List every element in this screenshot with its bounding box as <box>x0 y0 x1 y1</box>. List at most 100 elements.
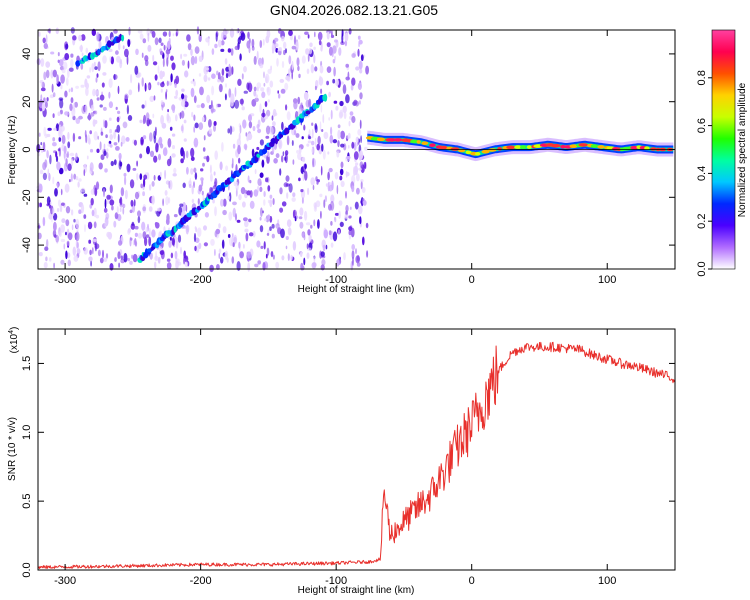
noise-speck <box>190 156 195 161</box>
noise-speck <box>175 32 178 37</box>
noise-speck <box>40 58 45 67</box>
noise-speck <box>155 222 160 229</box>
noise-speck <box>194 226 197 230</box>
noise-speck <box>134 191 140 200</box>
snr-frame <box>37 328 676 571</box>
noise-speck <box>215 32 218 42</box>
noise-speck <box>127 39 131 48</box>
noise-speck <box>337 140 340 148</box>
noise-speck <box>157 81 160 86</box>
noise-speck <box>265 35 270 44</box>
noise-speck <box>288 68 291 76</box>
snr-xtick-label: -200 <box>190 575 212 587</box>
noise-speck <box>110 160 115 167</box>
noise-speck <box>297 65 300 72</box>
noise-speck <box>183 119 187 124</box>
noise-speck <box>261 112 266 118</box>
noise-speck <box>43 261 48 269</box>
noise-speck <box>39 169 44 175</box>
noise-speck <box>154 37 159 46</box>
noise-speck <box>88 239 92 244</box>
noise-speck <box>355 136 359 143</box>
noise-speck <box>127 115 133 121</box>
tone-peak <box>526 145 532 149</box>
noise-speck <box>277 28 282 34</box>
noise-speck <box>42 172 48 181</box>
noise-speck <box>165 91 168 100</box>
noise-speck <box>78 34 82 42</box>
noise-speck <box>168 240 172 248</box>
noise-speck <box>222 28 227 38</box>
noise-speck <box>53 221 57 232</box>
noise-speck <box>343 111 347 120</box>
noise-speck <box>124 93 129 100</box>
noise-speck <box>291 70 294 80</box>
noise-speck <box>70 87 74 93</box>
noise-speck <box>73 102 75 112</box>
noise-speck <box>320 46 323 52</box>
noise-speck <box>283 49 286 56</box>
noise-speck <box>320 165 323 176</box>
noise-speck <box>286 192 289 199</box>
noise-speck <box>53 127 57 131</box>
noise-speck <box>232 233 234 238</box>
noise-speck <box>91 28 97 36</box>
noise-speck <box>70 173 73 182</box>
noise-speck <box>67 232 73 241</box>
noise-speck <box>217 79 221 83</box>
noise-speck <box>246 190 251 196</box>
noise-speck <box>91 63 95 73</box>
noise-speck <box>236 28 239 34</box>
noise-speck <box>317 31 323 41</box>
noise-speck <box>322 114 325 124</box>
noise-speck <box>65 219 70 227</box>
noise-speck <box>265 135 270 139</box>
noise-speck <box>132 253 138 263</box>
noise-speck <box>144 100 147 108</box>
noise-speck <box>348 215 352 219</box>
noise-speck <box>271 223 275 229</box>
noise-speck <box>109 144 113 148</box>
noise-speck <box>339 109 344 118</box>
noise-speck <box>66 240 70 246</box>
noise-speck <box>190 87 195 98</box>
noise-speck <box>51 215 53 223</box>
noise-speck <box>220 199 224 207</box>
noise-speck <box>52 92 56 98</box>
noise-speck <box>69 179 71 183</box>
noise-speck <box>216 103 218 109</box>
colorbar-tick-label: 0.6 <box>696 118 708 133</box>
noise-speck <box>269 194 273 199</box>
noise-speck <box>200 177 204 182</box>
noise-speck <box>248 232 254 237</box>
noise-speck <box>128 89 133 96</box>
noise-speck <box>285 236 289 240</box>
noise-speck <box>193 95 197 104</box>
noise-speck <box>51 207 55 217</box>
noise-speck <box>284 153 288 164</box>
noise-speck <box>115 146 120 151</box>
noise-speck <box>296 57 300 67</box>
noise-speck <box>350 84 354 91</box>
noise-speck <box>52 69 57 78</box>
noise-speck <box>61 134 66 145</box>
noise-speck <box>168 180 171 189</box>
noise-speck <box>314 66 318 72</box>
noise-speck <box>281 201 287 207</box>
track-segment <box>323 93 328 102</box>
noise-speck <box>99 104 103 108</box>
noise-speck <box>291 140 294 146</box>
noise-speck <box>197 227 202 237</box>
noise-speck <box>103 150 107 156</box>
noise-speck <box>122 207 125 215</box>
noise-speck <box>191 111 194 118</box>
noise-speck <box>87 134 91 144</box>
noise-speck <box>143 114 147 124</box>
noise-speck <box>153 135 157 144</box>
noise-speck <box>61 218 66 224</box>
noise-speck <box>168 37 171 45</box>
noise-speck <box>330 126 333 136</box>
noise-speck <box>239 251 245 259</box>
noise-speck <box>194 56 198 64</box>
